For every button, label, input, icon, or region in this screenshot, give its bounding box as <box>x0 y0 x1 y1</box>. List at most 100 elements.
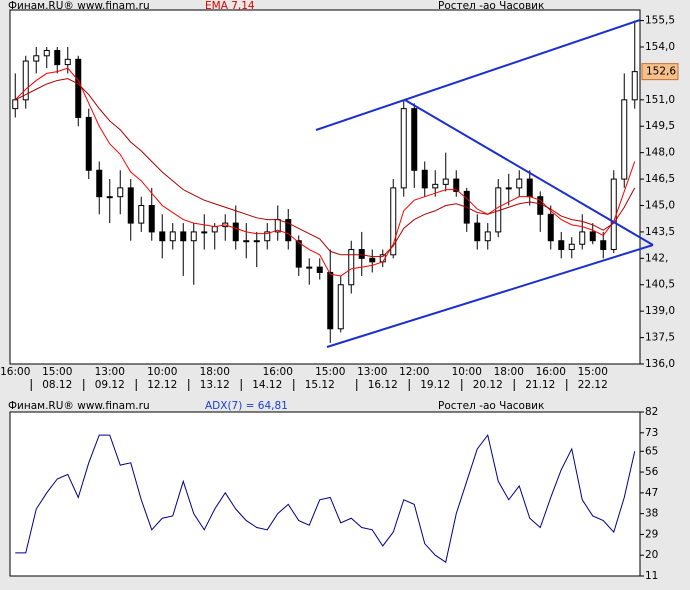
candle-body <box>117 187 124 198</box>
candle-body <box>75 58 82 118</box>
candle-body <box>33 55 40 62</box>
x-tick-label: 13:00 <box>95 366 125 378</box>
candle-body <box>516 178 523 189</box>
candle-body <box>127 187 134 224</box>
y-tick-label: 154,0 <box>645 41 675 53</box>
candle-body <box>85 116 92 171</box>
chart-title: Ростел -ао Часовик <box>438 0 544 12</box>
x-tick-label: 10:00 <box>452 366 482 378</box>
trend-line <box>315 19 641 131</box>
candle-body <box>589 231 596 242</box>
candle-body <box>442 178 449 185</box>
candle-body <box>484 231 491 242</box>
candle-body <box>43 50 50 57</box>
y-tick-label: 11 <box>645 570 658 582</box>
y-tick-label: 151,0 <box>645 94 675 106</box>
line <box>14 67 636 277</box>
x-tick-label: 13:00 <box>357 366 387 378</box>
candle-body <box>327 271 334 330</box>
candle-body <box>369 257 376 263</box>
x-tick-label: 16:00 <box>536 366 566 378</box>
line <box>15 433 636 563</box>
candle-body <box>211 226 218 233</box>
y-tick-label: 73 <box>645 427 658 439</box>
adx-panel <box>9 411 641 577</box>
x-date-label: 08.12 <box>42 379 72 391</box>
candle-body <box>253 240 260 243</box>
x-date-label: 15.12 <box>305 379 335 391</box>
candle-body <box>631 71 638 101</box>
source-label: Финам.RU® www.finam.ru <box>8 0 150 12</box>
y-tick-label: 145,0 <box>645 199 675 211</box>
x-date-label: 14.12 <box>252 379 282 391</box>
candle-body <box>106 196 113 199</box>
y-tick-label: 20 <box>645 549 658 561</box>
candle-body <box>568 243 575 251</box>
source-label: Финам.RU® www.finam.ru <box>8 400 150 412</box>
x-tick-label: 15:00 <box>315 366 345 378</box>
price-panel <box>9 9 641 365</box>
candle-body <box>610 178 617 251</box>
candle-body <box>348 249 355 286</box>
y-tick-label: 47 <box>645 487 658 499</box>
candle-body <box>337 284 344 330</box>
candle-body <box>316 266 323 273</box>
x-date-label: 09.12 <box>95 379 125 391</box>
x-date-label: 12.12 <box>147 379 177 391</box>
trend-lines <box>315 19 654 348</box>
candle-body <box>12 99 19 110</box>
candle-body <box>558 240 565 251</box>
candle-body <box>400 108 407 189</box>
x-tick-label: 18:00 <box>494 366 524 378</box>
candle-body <box>306 266 313 269</box>
candle-body <box>169 231 176 242</box>
candle-body <box>159 231 166 242</box>
candle-body <box>64 58 71 66</box>
candle-body <box>96 169 103 198</box>
candle-body <box>579 231 586 245</box>
y-tick-label: 56 <box>645 466 659 478</box>
x-tick-label: 10:00 <box>147 366 177 378</box>
x-tick-label: 15:00 <box>42 366 72 378</box>
y-tick-label: 146,5 <box>645 173 675 185</box>
y-tick-label: 140,5 <box>645 279 675 291</box>
indicator-label: EMA 7,14 <box>205 0 255 12</box>
candle-body <box>54 50 61 66</box>
last-price-box <box>641 63 679 81</box>
candle-body <box>526 178 533 198</box>
candle-body <box>180 231 187 242</box>
candle-body <box>190 231 197 242</box>
candle-body <box>421 169 428 189</box>
candle-body <box>295 240 302 268</box>
y-tick-label: 139,0 <box>645 305 675 317</box>
y-tick-label: 136,0 <box>645 358 675 370</box>
y-tick-label: 65 <box>645 445 658 457</box>
candle-body <box>432 183 439 189</box>
candle-body <box>264 231 271 242</box>
candle-body <box>474 222 481 242</box>
y-tick-label: 143,5 <box>645 226 675 238</box>
y-tick-label: 142, <box>645 252 668 264</box>
x-tick-label: 12:00 <box>399 366 429 378</box>
y-tick-label: 82 <box>645 406 658 418</box>
x-tick-label: 18:00 <box>200 366 230 378</box>
line <box>15 78 636 258</box>
plot: 136,0 137,5 139,0 140,5 142, 143,5 145,0 146,5 1… <box>0 15 679 582</box>
x-date-label: 16.12 <box>368 379 398 391</box>
y-tick-label: 137,5 <box>645 332 675 344</box>
y-tick-label: 38 <box>645 508 658 520</box>
candle-body <box>453 178 460 192</box>
trend-line <box>326 244 654 348</box>
x-tick-label: 15:00 <box>578 366 608 378</box>
x-date-label: 20.12 <box>473 379 503 391</box>
candle-body <box>547 213 554 242</box>
candle-body <box>148 204 155 233</box>
candle-body <box>505 187 512 190</box>
x-tick-label: 16:00 <box>0 366 30 378</box>
candle-body <box>232 222 239 242</box>
candle-body <box>138 204 145 224</box>
candle-body <box>201 231 208 234</box>
indicator-label: ADX(7) = 64,81 <box>205 400 288 412</box>
y-tick-label: 149,5 <box>645 120 675 132</box>
